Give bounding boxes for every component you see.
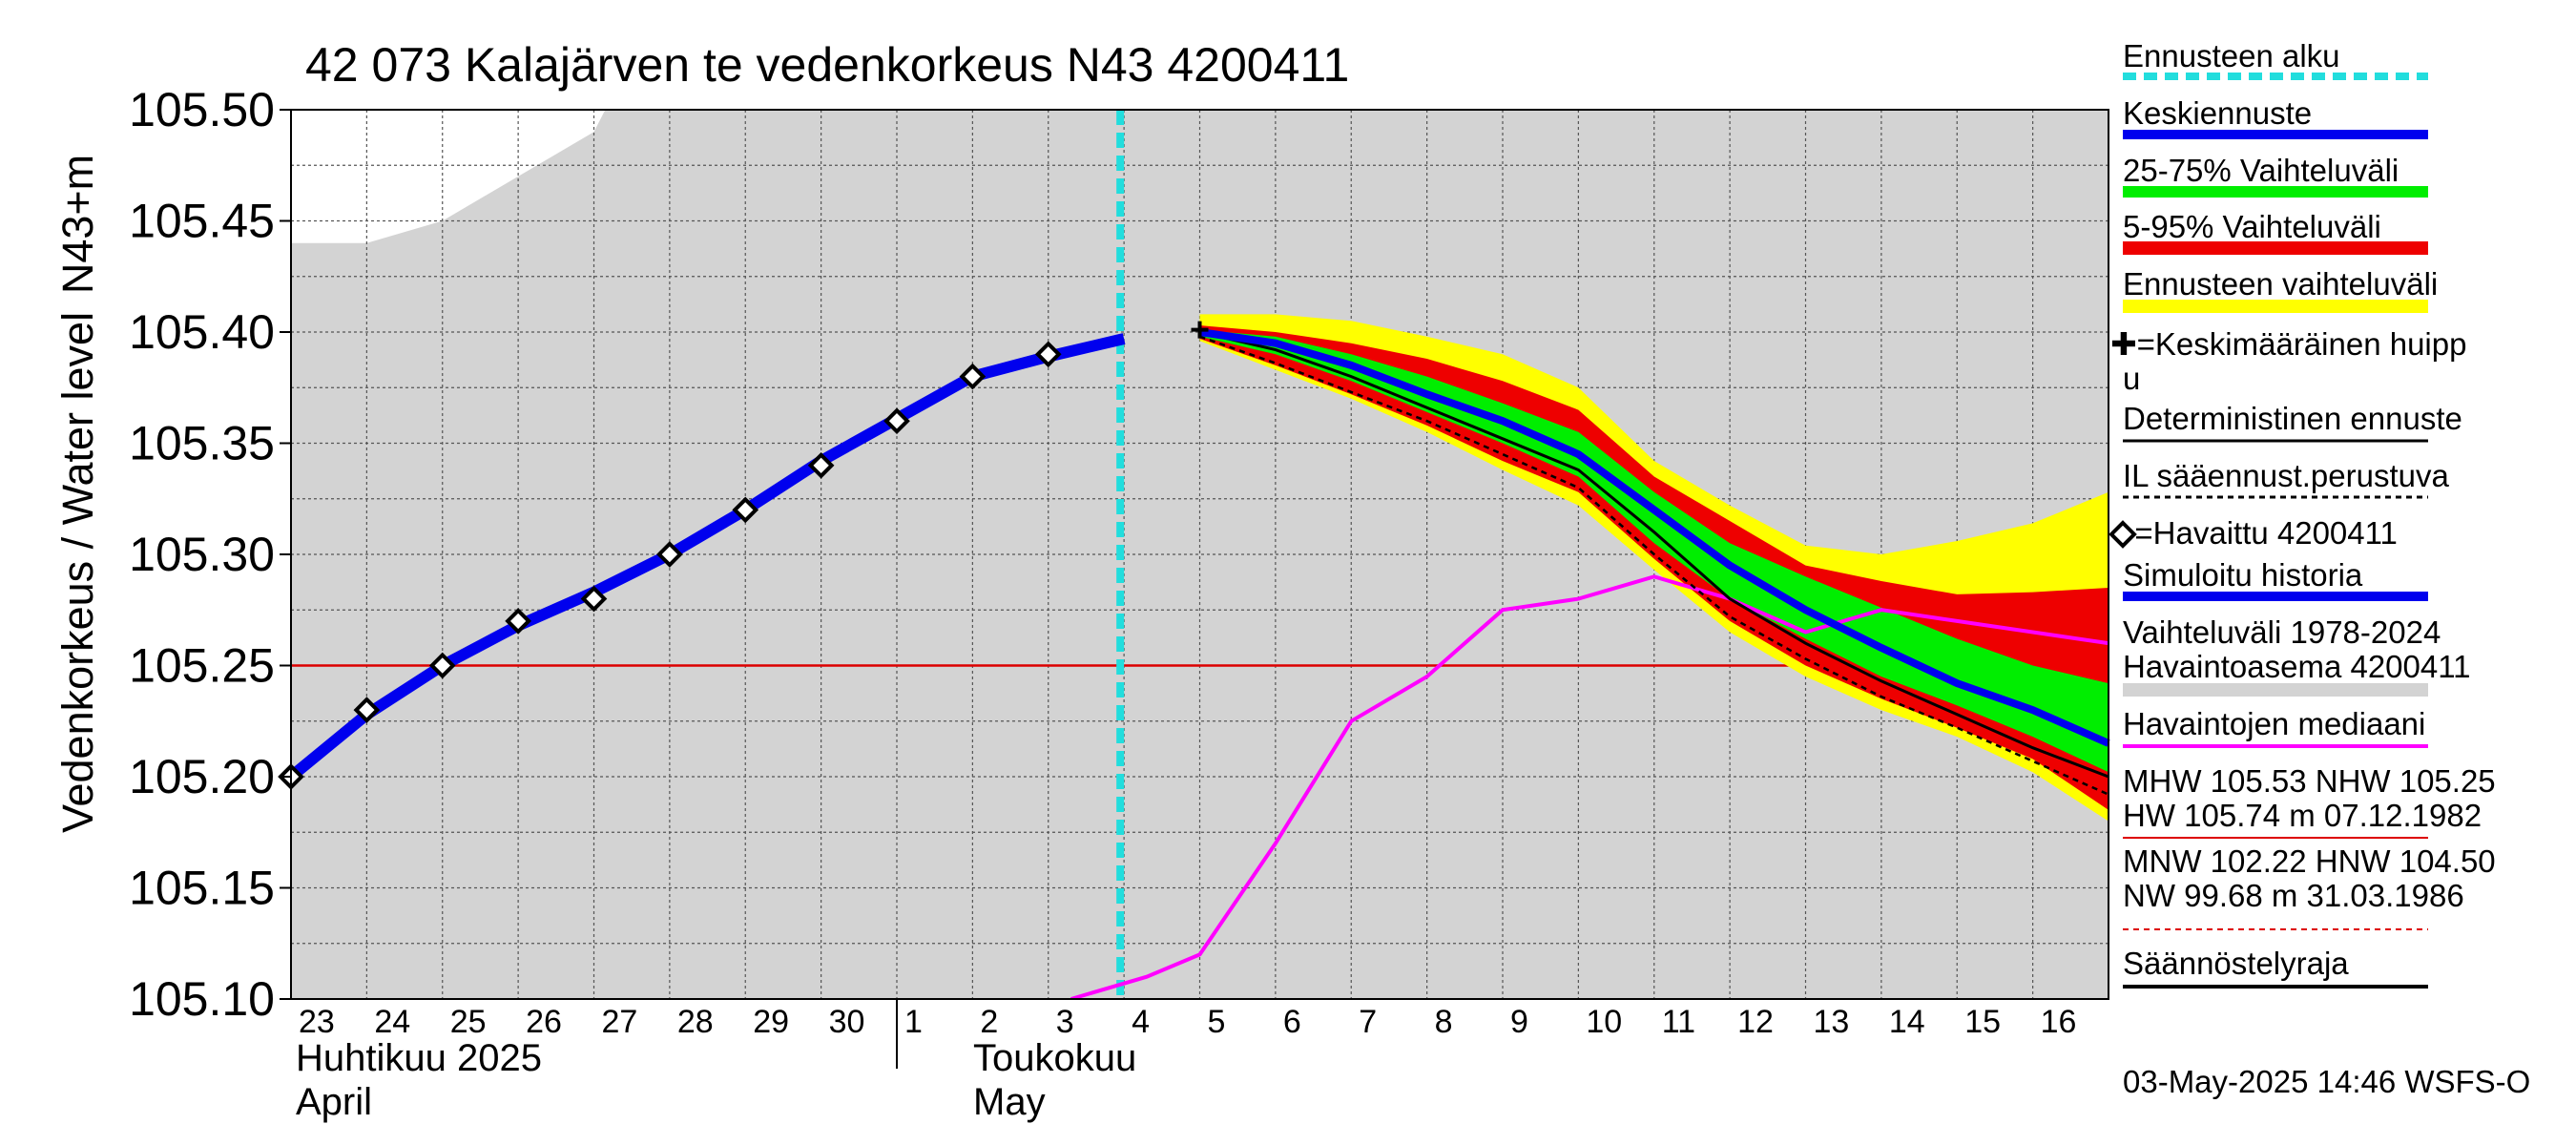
observed-point bbox=[732, 496, 759, 524]
y-tick-label: 105.35 bbox=[129, 417, 275, 470]
observed-point bbox=[959, 363, 987, 390]
x-tick-label: 4 bbox=[1132, 1004, 1150, 1040]
x-tick-label: 2 bbox=[980, 1004, 998, 1040]
x-tick-label: 5 bbox=[1208, 1004, 1226, 1040]
y-axis-unit: N43+m bbox=[53, 155, 102, 294]
legend-observed-diamond-icon bbox=[2109, 520, 2137, 549]
x-tick-label: 1 bbox=[904, 1004, 923, 1040]
x-tick-label: 26 bbox=[526, 1004, 562, 1040]
observed-point bbox=[656, 541, 683, 568]
observed-point bbox=[428, 652, 456, 679]
history-range-band bbox=[291, 110, 606, 243]
y-tick-label: 105.25 bbox=[129, 639, 275, 693]
legend-stats-low-2: NW 99.68 m 31.03.1986 bbox=[2123, 878, 2464, 913]
legend-mean-forecast-label: Keskiennuste bbox=[2123, 95, 2312, 131]
legend-mean-peak-label: ✚=Keskimääräinen huipp bbox=[2110, 326, 2466, 362]
x-tick-label: 25 bbox=[450, 1004, 487, 1040]
legend-stats-low-1: MNW 102.22 HNW 104.50 bbox=[2123, 843, 2496, 879]
y-tick-label: 105.45 bbox=[129, 195, 275, 248]
observed-point bbox=[883, 407, 910, 435]
x-tick-label: 28 bbox=[677, 1004, 714, 1040]
observed-point bbox=[580, 585, 608, 613]
legend-stats-high-2: HW 105.74 m 07.12.1982 bbox=[2123, 798, 2482, 833]
observed-markers bbox=[278, 321, 1209, 790]
legend: Ennusteen alku Keskiennuste 25-75% Vaiht… bbox=[2109, 38, 2496, 989]
x-tick-label: 30 bbox=[829, 1004, 865, 1040]
y-tick-label: 105.20 bbox=[129, 750, 275, 803]
x-tick-label: 16 bbox=[2041, 1004, 2077, 1040]
month-labels: Huhtikuu 2025 April Toukokuu May bbox=[296, 999, 1136, 1123]
y-tick-label: 105.15 bbox=[129, 862, 275, 915]
legend-stats-high-1: MHW 105.53 NHW 105.25 bbox=[2123, 763, 2496, 799]
observed-point bbox=[353, 697, 381, 723]
y-axis-label: Vedenkorkeus / Water level bbox=[53, 312, 102, 833]
legend-band-25-75-label: 25-75% Vaihteluväli bbox=[2123, 153, 2399, 188]
legend-observed-label: ◇=Havaittu 4200411 bbox=[2110, 515, 2398, 551]
legend-simulated-label: Simuloitu historia bbox=[2123, 557, 2363, 593]
legend-mean-peak-label-wrap: u bbox=[2123, 361, 2140, 396]
x-tick-label: 29 bbox=[753, 1004, 789, 1040]
observed-point bbox=[1034, 341, 1062, 368]
y-tick-label: 105.50 bbox=[129, 83, 275, 136]
il-forecast-line bbox=[1199, 335, 2109, 796]
x-tick-label: 9 bbox=[1510, 1004, 1528, 1040]
observed-point bbox=[505, 608, 531, 635]
band-25-75 bbox=[1199, 329, 2109, 773]
month-april-fi: Huhtikuu 2025 bbox=[296, 1037, 542, 1079]
x-tick-label: 10 bbox=[1586, 1004, 1622, 1040]
forecast-bands bbox=[1199, 314, 2109, 822]
series-lines bbox=[287, 110, 2110, 999]
median-line bbox=[1070, 574, 2109, 999]
month-april-en: April bbox=[296, 1081, 372, 1123]
simulated-history-line bbox=[287, 333, 1126, 781]
legend-history-station-label: Havaintoasema 4200411 bbox=[2123, 649, 2470, 684]
footer-timestamp: 03-May-2025 14:46 WSFS-O bbox=[2123, 1064, 2530, 1099]
legend-regulation-label: Säännöstelyraja bbox=[2123, 946, 2349, 981]
legend-history-range-label: Vaihteluväli 1978-2024 bbox=[2123, 614, 2441, 650]
y-tick-label: 105.30 bbox=[129, 528, 275, 581]
month-may-en: May bbox=[973, 1081, 1046, 1123]
x-tick-label: 13 bbox=[1814, 1004, 1850, 1040]
legend-median-label: Havaintojen mediaani bbox=[2123, 706, 2425, 741]
deterministic-forecast-line bbox=[1199, 330, 2109, 779]
legend-forecast-range-label: Ennusteen vaihteluväli bbox=[2123, 266, 2438, 302]
x-tick-label: 6 bbox=[1283, 1004, 1301, 1040]
x-tick-label: 24 bbox=[374, 1004, 410, 1040]
band-5-95 bbox=[1199, 325, 2109, 810]
legend-band-5-95-label: 5-95% Vaihteluväli bbox=[2123, 209, 2381, 244]
x-tick-label: 3 bbox=[1056, 1004, 1074, 1040]
history-range-upper-gap bbox=[291, 110, 606, 243]
month-may-fi: Toukokuu bbox=[973, 1037, 1136, 1079]
observed-point bbox=[807, 451, 835, 479]
mean-forecast-line bbox=[1198, 328, 2110, 747]
y-tick-label: 105.10 bbox=[129, 972, 275, 1026]
plot-area bbox=[278, 109, 2110, 1000]
mean-peak-marker bbox=[1191, 321, 1209, 339]
x-tick-label: 23 bbox=[299, 1004, 335, 1040]
y-tick-label: 105.40 bbox=[129, 305, 275, 359]
x-tick-label: 7 bbox=[1359, 1004, 1377, 1040]
x-tick-labels: 23 24 25 26 27 28 29 30 1 2 3 4 5 6 7 8 9 10 11 12 13 14 15 16 bbox=[299, 1004, 2076, 1040]
chart-title: 42 073 Kalajärven te vedenkorkeus N43 42… bbox=[305, 38, 1349, 92]
x-tick-label: 8 bbox=[1435, 1004, 1453, 1040]
x-tick-label: 14 bbox=[1889, 1004, 1925, 1040]
x-tick-label: 27 bbox=[602, 1004, 638, 1040]
x-tick-label: 12 bbox=[1737, 1004, 1774, 1040]
legend-deterministic-label: Deterministinen ennuste bbox=[2123, 401, 2462, 436]
x-tick-label: 15 bbox=[1964, 1004, 2001, 1040]
y-tick-labels: 105.10 105.15 105.20 105.25 105.30 105.35 105.… bbox=[129, 83, 291, 1026]
x-tick-label: 11 bbox=[1662, 1004, 1695, 1040]
legend-il-forecast-label: IL sääennust.perustuva bbox=[2123, 458, 2449, 493]
legend-forecast-start-label: Ennusteen alku bbox=[2123, 38, 2340, 73]
